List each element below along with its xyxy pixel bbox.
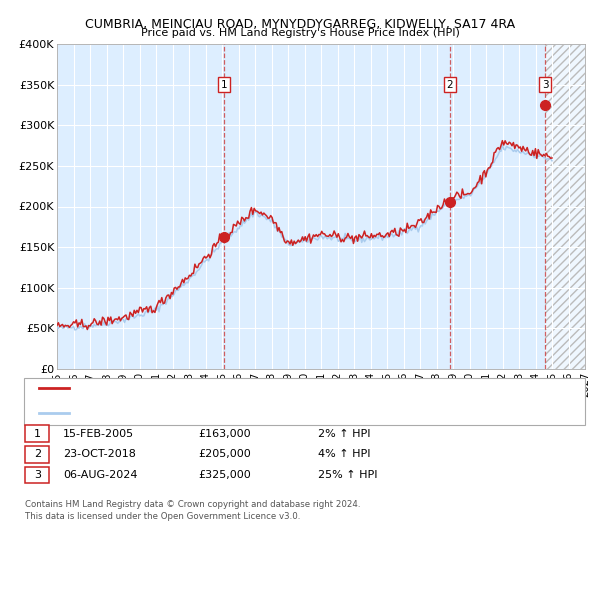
Text: CUMBRIA, MEINCIAU ROAD, MYNYDDYGARREG, KIDWELLY, SA17 4RA (detached house): CUMBRIA, MEINCIAU ROAD, MYNYDDYGARREG, K… <box>75 384 500 393</box>
Text: Price paid vs. HM Land Registry's House Price Index (HPI): Price paid vs. HM Land Registry's House … <box>140 28 460 38</box>
Text: 2% ↑ HPI: 2% ↑ HPI <box>318 429 371 438</box>
Text: 15-FEB-2005: 15-FEB-2005 <box>63 429 134 438</box>
Text: 06-AUG-2024: 06-AUG-2024 <box>63 470 137 480</box>
Text: 1: 1 <box>34 429 41 438</box>
Bar <box>545 44 585 369</box>
Text: 3: 3 <box>34 470 41 480</box>
Text: This data is licensed under the Open Government Licence v3.0.: This data is licensed under the Open Gov… <box>25 512 301 520</box>
Text: 1: 1 <box>221 80 227 90</box>
Text: 3: 3 <box>542 80 549 90</box>
Text: 25% ↑ HPI: 25% ↑ HPI <box>318 470 377 480</box>
Text: 2: 2 <box>34 450 41 459</box>
Text: 4% ↑ HPI: 4% ↑ HPI <box>318 450 371 459</box>
Text: 2: 2 <box>446 80 453 90</box>
Text: £205,000: £205,000 <box>198 450 251 459</box>
Text: 23-OCT-2018: 23-OCT-2018 <box>63 450 136 459</box>
Bar <box>545 44 585 369</box>
Text: CUMBRIA, MEINCIAU ROAD, MYNYDDYGARREG, KIDWELLY, SA17 4RA: CUMBRIA, MEINCIAU ROAD, MYNYDDYGARREG, K… <box>85 18 515 31</box>
Text: £163,000: £163,000 <box>198 429 251 438</box>
Text: £325,000: £325,000 <box>198 470 251 480</box>
Text: Contains HM Land Registry data © Crown copyright and database right 2024.: Contains HM Land Registry data © Crown c… <box>25 500 361 509</box>
Text: HPI: Average price, detached house, Carmarthenshire: HPI: Average price, detached house, Carm… <box>75 408 338 418</box>
